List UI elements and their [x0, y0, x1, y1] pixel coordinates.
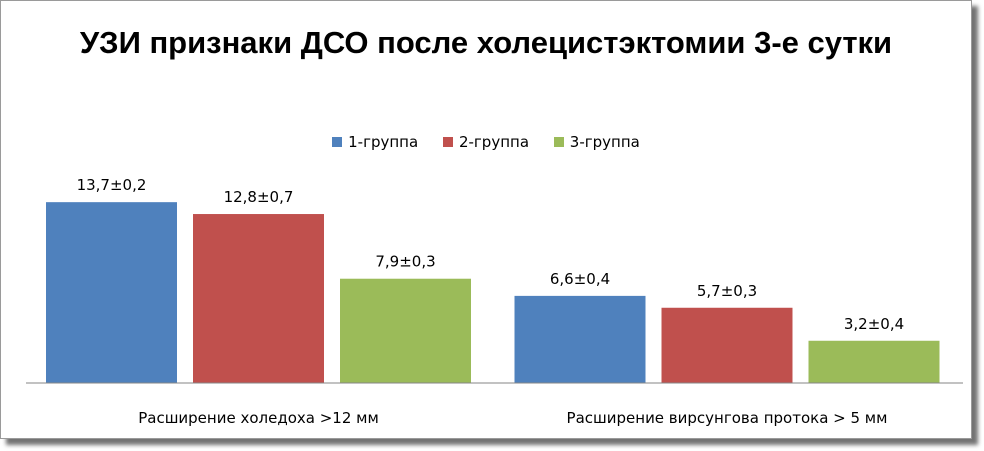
- legend-swatch-group-2: [442, 137, 453, 147]
- legend-label-group-2: 2-группа: [458, 133, 530, 151]
- legend-swatch-group-1: [332, 137, 343, 147]
- bar-plot-area: 13,7±0,2 12,8±0,7 7,9±0,3 6,6±0,4 5,7±0,3 3,2…: [26, 176, 963, 427]
- value-label-group-3-category-2: 3,2±0,4: [844, 315, 904, 333]
- legend-swatch-group-3: [553, 137, 564, 147]
- value-label-group-1-category-1: 13,7±0,2: [77, 176, 147, 194]
- value-label-group-2-category-1: 12,8±0,7: [224, 188, 294, 206]
- bar-group-2-category-1: [193, 214, 324, 383]
- legend-label-group-1: 1-группа: [348, 133, 419, 151]
- chart-frame: УЗИ признаки ДСО после холецистэктомии 3…: [0, 0, 972, 439]
- value-label-group-3-category-1: 7,9±0,3: [375, 253, 435, 271]
- bar-group-1-category-2: [514, 295, 646, 383]
- category-label-1: Расширение холедоха >12 мм: [138, 409, 379, 427]
- legend: 1-группа 2-группа 3-группа: [1, 133, 971, 151]
- bar-group-2-category-2: [661, 307, 793, 383]
- legend-item-group-2: 2-группа: [442, 133, 530, 151]
- chart-title: УЗИ признаки ДСО после холецистэктомии 3…: [79, 25, 893, 60]
- bar-group-3-category-2: [808, 340, 940, 383]
- legend-label-group-3: 3-группа: [569, 133, 640, 151]
- bar-group-3-category-1: [340, 278, 471, 383]
- value-label-group-2-category-2: 5,7±0,3: [697, 282, 757, 300]
- category-label-2: Расширение вирсунгова протока > 5 мм: [567, 409, 888, 427]
- bar-group-1-category-1: [46, 202, 177, 383]
- value-label-group-1-category-2: 6,6±0,4: [550, 270, 610, 288]
- legend-item-group-3: 3-группа: [553, 133, 640, 151]
- legend-item-group-1: 1-группа: [332, 133, 418, 151]
